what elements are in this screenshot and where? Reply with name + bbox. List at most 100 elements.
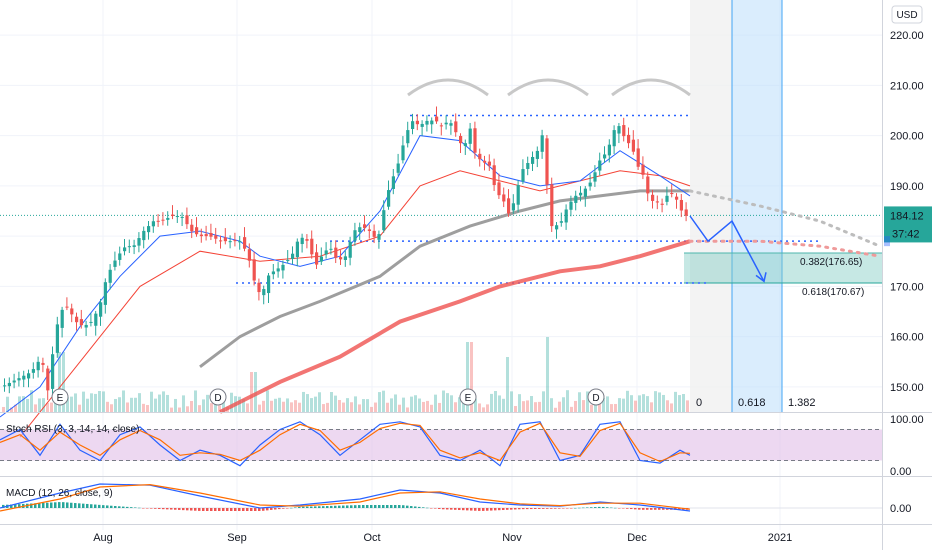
macd-histogram-bar (570, 508, 573, 509)
candle (564, 209, 568, 223)
volume-bar (370, 406, 373, 412)
macd-histogram-bar (462, 508, 465, 511)
event-marker-label: D (214, 393, 221, 404)
macd-histogram-bar (130, 507, 133, 508)
volume-bar (58, 352, 61, 412)
stoch-title: Stoch RSI (3, 3, 14, 14, close) (6, 424, 139, 435)
candle (142, 230, 146, 241)
candle (670, 193, 674, 195)
macd-histogram-bar (378, 505, 381, 508)
candle (295, 241, 299, 258)
macd-histogram-bar (294, 507, 297, 508)
volume-bar (430, 404, 433, 412)
macd-histogram-bar (414, 506, 417, 508)
volume-bar (202, 399, 205, 412)
macd-histogram-bar (318, 506, 321, 508)
volume-bar (50, 402, 53, 412)
candle (214, 235, 218, 239)
volume-bar (350, 402, 353, 412)
candle (329, 248, 333, 250)
macd-histogram-bar (102, 505, 105, 508)
candle (679, 199, 683, 211)
macd-histogram-bar (446, 508, 449, 510)
last-price-badge (884, 206, 932, 243)
macd-histogram-bar (574, 507, 577, 509)
volume-bar (638, 395, 641, 412)
candle (27, 373, 31, 379)
volume-bar (74, 393, 77, 412)
currency-button[interactable] (891, 5, 923, 24)
volume-bar (394, 394, 397, 412)
macd-histogram-bar (506, 508, 509, 510)
macd-histogram-bar (134, 507, 137, 508)
candle (478, 153, 482, 160)
macd-histogram-bar (454, 508, 457, 510)
candle (444, 122, 448, 125)
candle (151, 221, 155, 227)
macd-histogram-bar (206, 508, 209, 511)
candle (185, 215, 189, 225)
macd-histogram-bar (166, 508, 169, 510)
volume-bar (566, 390, 569, 412)
candle (31, 369, 35, 373)
volume-bar (322, 404, 325, 412)
volume-bar (298, 402, 301, 412)
candle (487, 161, 491, 166)
volume-bar (606, 396, 609, 412)
volume-bar (626, 390, 629, 412)
volume-bar (270, 400, 273, 412)
time-fib-label: 0 (696, 397, 702, 409)
candle (353, 230, 357, 241)
macd-histogram-bar (186, 508, 189, 511)
macd-histogram-bar (334, 505, 337, 508)
volume-bar (162, 391, 165, 412)
volume-bar (106, 401, 109, 412)
event-marker[interactable] (587, 388, 605, 406)
candle (593, 172, 597, 182)
candle (435, 116, 439, 122)
stoch-axis-label: 0.00 (890, 466, 911, 478)
candle (161, 219, 165, 221)
macd-histogram-bar (458, 508, 461, 511)
macd-histogram-bar (82, 503, 85, 508)
macd-histogram-bar (322, 506, 325, 508)
macd-histogram-bar (350, 505, 353, 508)
candle (36, 361, 40, 371)
volume-bar (266, 390, 269, 412)
macd-histogram-bar (418, 506, 421, 508)
macd-histogram-bar (158, 508, 161, 509)
candle (535, 150, 539, 159)
macd-histogram-bar (550, 508, 553, 509)
macd-histogram-bar (450, 508, 453, 510)
time-fib-label: 1.382 (788, 397, 816, 409)
time-fib-label: 0.618 (738, 397, 766, 409)
macd-histogram-bar (494, 508, 497, 511)
volume-bar (170, 407, 173, 412)
volume-bar (534, 402, 537, 412)
candle (588, 182, 592, 187)
volume-bar (562, 397, 565, 412)
fib-zone (684, 252, 882, 284)
candle (483, 160, 487, 163)
volume-bar (438, 402, 441, 412)
macd-histogram-bar (286, 508, 289, 509)
candle (406, 130, 410, 144)
volume-bar (90, 393, 93, 412)
volume-bar (646, 396, 649, 412)
macd-histogram-bar (238, 508, 241, 511)
candle (631, 139, 635, 152)
macd-histogram-bar (202, 508, 205, 511)
candle (526, 163, 530, 169)
candle (12, 380, 16, 383)
volume-bar (230, 392, 233, 412)
volume-bar (338, 400, 341, 412)
macd-histogram-bar (586, 507, 589, 508)
volume-bar (14, 404, 17, 412)
event-marker[interactable] (51, 388, 69, 406)
event-marker[interactable] (209, 388, 227, 406)
macd-histogram-bar (150, 508, 153, 509)
candle (233, 240, 237, 242)
price-axis-label: 170.00 (890, 281, 924, 293)
event-marker[interactable] (459, 388, 477, 406)
